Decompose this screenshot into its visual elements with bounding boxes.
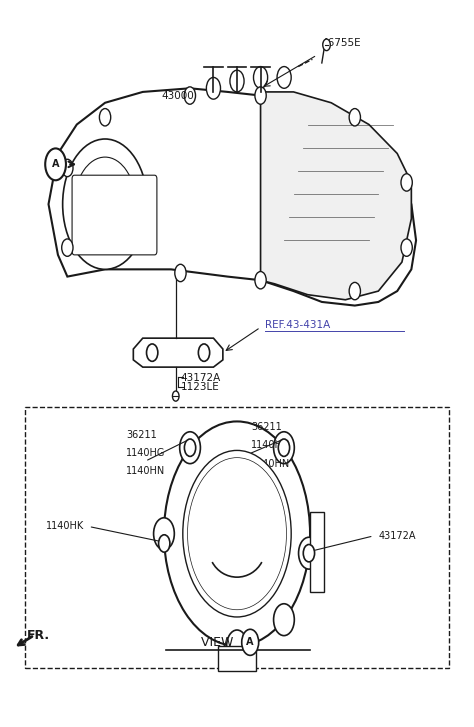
Circle shape	[159, 535, 170, 553]
Text: 1123LE: 1123LE	[181, 382, 219, 393]
Circle shape	[164, 422, 310, 646]
Circle shape	[273, 603, 294, 635]
Text: 46755E: 46755E	[322, 39, 362, 49]
Circle shape	[277, 67, 291, 88]
Polygon shape	[261, 92, 411, 300]
Circle shape	[146, 344, 158, 361]
Circle shape	[227, 630, 247, 662]
Text: 1140HN: 1140HN	[126, 466, 165, 475]
Text: 1140HG: 1140HG	[126, 448, 165, 458]
Circle shape	[180, 432, 201, 464]
Polygon shape	[218, 646, 256, 671]
FancyBboxPatch shape	[72, 175, 157, 255]
Circle shape	[273, 432, 294, 464]
Text: 43172A: 43172A	[378, 531, 416, 541]
Text: 36211: 36211	[251, 422, 282, 433]
Text: 1140HK: 1140HK	[46, 521, 84, 531]
Circle shape	[299, 537, 319, 569]
Circle shape	[173, 391, 179, 401]
FancyBboxPatch shape	[25, 407, 449, 667]
Circle shape	[401, 239, 412, 257]
Circle shape	[188, 458, 286, 610]
Circle shape	[198, 344, 210, 361]
Circle shape	[278, 439, 290, 457]
Text: 1140HN: 1140HN	[251, 459, 291, 468]
Circle shape	[183, 451, 291, 617]
Circle shape	[154, 518, 174, 550]
Circle shape	[63, 139, 147, 269]
Polygon shape	[133, 338, 223, 367]
Circle shape	[184, 87, 196, 104]
Text: A: A	[246, 638, 254, 647]
Circle shape	[255, 271, 266, 289]
Circle shape	[401, 174, 412, 191]
Text: 43172A: 43172A	[181, 373, 221, 383]
Circle shape	[100, 108, 111, 126]
Circle shape	[62, 159, 73, 177]
Circle shape	[349, 282, 360, 300]
Circle shape	[175, 265, 186, 281]
Circle shape	[242, 630, 259, 655]
Circle shape	[62, 239, 73, 257]
Text: VIEW: VIEW	[201, 636, 237, 648]
Circle shape	[45, 148, 66, 180]
Polygon shape	[48, 88, 416, 305]
Circle shape	[349, 108, 360, 126]
Circle shape	[230, 71, 244, 92]
Text: FR.: FR.	[27, 629, 50, 642]
Circle shape	[184, 439, 196, 457]
Circle shape	[206, 78, 220, 99]
Text: 43000: 43000	[162, 92, 194, 101]
Circle shape	[303, 545, 315, 562]
Circle shape	[74, 157, 136, 252]
Text: REF.43-431A: REF.43-431A	[265, 320, 330, 330]
Circle shape	[323, 39, 330, 51]
Circle shape	[255, 87, 266, 104]
Text: 1140HG: 1140HG	[251, 441, 291, 451]
Text: 36211: 36211	[126, 430, 157, 440]
Circle shape	[254, 67, 268, 88]
Polygon shape	[310, 512, 324, 592]
Text: A: A	[52, 159, 59, 169]
